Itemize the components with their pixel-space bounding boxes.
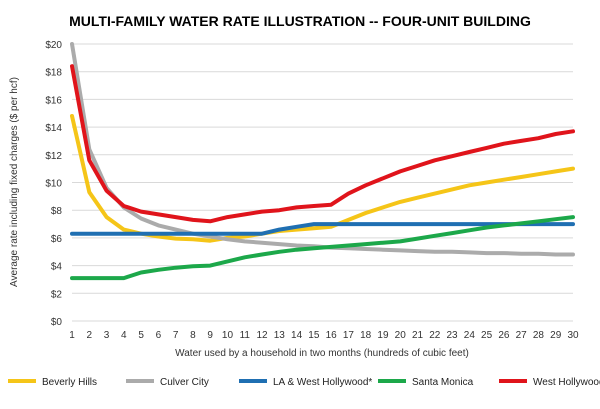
x-tick-label: 21	[412, 330, 424, 341]
legend-label-la-west-hollywood: LA & West Hollywood*	[273, 377, 372, 388]
y-tick-label: $18	[45, 68, 62, 79]
y-tick-label: $0	[51, 317, 63, 328]
x-tick-label: 14	[291, 330, 303, 341]
legend-label-culver-city: Culver City	[160, 377, 209, 388]
x-tick-label: 6	[156, 330, 162, 341]
grid-lines	[72, 43, 573, 322]
x-tick-label: 10	[222, 330, 234, 341]
x-tick-label: 15	[308, 330, 320, 341]
chart-title: MULTI-FAMILY WATER RATE ILLUSTRATION -- …	[69, 13, 531, 29]
legend-label-santa-monica: Santa Monica	[412, 377, 474, 388]
legend-label-beverly-hills: Beverly Hills	[42, 377, 97, 388]
x-tick-label: 24	[464, 330, 476, 341]
series-line-la-west-hollywood	[70, 222, 575, 236]
x-tick-label: 7	[173, 330, 179, 341]
x-tick-label: 1	[69, 330, 75, 341]
legend: Beverly Hills Culver City LA & West Hollyw…	[8, 377, 600, 388]
x-tick-label: 23	[447, 330, 459, 341]
x-tick-label: 28	[533, 330, 545, 341]
x-tick-label: 3	[104, 330, 110, 341]
y-tick-label: $2	[51, 289, 63, 300]
y-tick-label: $14	[45, 123, 62, 134]
x-axis-label: Water used by a household in two months …	[175, 348, 469, 359]
x-tick-label: 25	[481, 330, 493, 341]
x-tick-label: 8	[190, 330, 196, 341]
x-tick-label: 11	[240, 330, 251, 341]
x-tick-label: 29	[550, 330, 562, 341]
y-tick-label: $12	[45, 151, 62, 162]
x-tick-label: 4	[121, 330, 127, 341]
x-tick-labels: 1 2 3 4 5 6 7 8 9 10 11 12 13 14 15 16 17 18 19 20 21 22 23 24 2…	[69, 330, 579, 341]
x-tick-label: 20	[395, 330, 407, 341]
x-tick-label: 9	[207, 330, 213, 341]
series-line-beverly-hills	[70, 114, 575, 243]
y-tick-label: $20	[45, 40, 62, 51]
series-line-west-hollywood-westside	[70, 64, 575, 224]
y-tick-label: $8	[51, 206, 63, 217]
x-tick-label: 12	[256, 330, 268, 341]
y-tick-label: $4	[51, 262, 63, 273]
x-tick-label: 27	[516, 330, 528, 341]
y-tick-label: $6	[51, 234, 63, 245]
x-tick-label: 13	[274, 330, 286, 341]
x-tick-label: 16	[326, 330, 338, 341]
y-tick-labels: $0 $2 $4 $6 $8 $10 $12 $14 $16 $18 $20	[45, 40, 62, 328]
legend-label-west-hollywood-westside: West Hollywood westside	[533, 377, 600, 388]
x-tick-label: 26	[498, 330, 510, 341]
x-tick-label: 18	[360, 330, 372, 341]
y-tick-label: $16	[45, 95, 62, 106]
y-axis-label: Average rate including fixed charges ($ …	[9, 77, 20, 287]
x-tick-label: 19	[377, 330, 389, 341]
x-tick-label: 5	[138, 330, 144, 341]
x-tick-label: 30	[567, 330, 579, 341]
y-tick-label: $10	[45, 179, 62, 190]
x-tick-label: 2	[86, 330, 92, 341]
x-tick-label: 17	[343, 330, 355, 341]
x-tick-label: 22	[429, 330, 441, 341]
series-lines	[70, 42, 575, 281]
series-line-santa-monica	[70, 215, 575, 281]
